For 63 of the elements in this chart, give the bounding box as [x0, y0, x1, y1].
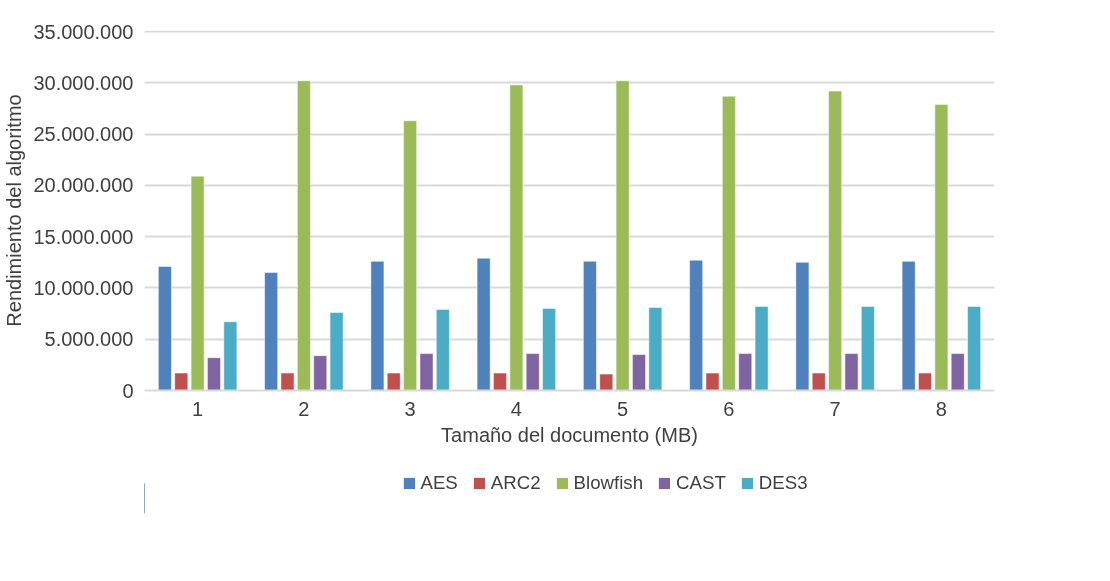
bar — [599, 373, 614, 391]
bar — [967, 306, 981, 391]
bar — [419, 353, 434, 391]
bar — [844, 353, 859, 391]
y-tick-label: 15.000.000 — [33, 225, 134, 248]
x-axis-title: Tamaño del documento (MB) — [441, 423, 698, 446]
x-tick-label: 5 — [617, 397, 629, 420]
y-tick-label: 10.000.000 — [33, 276, 134, 299]
bar — [329, 312, 344, 391]
bar — [207, 357, 221, 391]
bar — [722, 95, 736, 391]
bar — [313, 355, 328, 391]
bar — [648, 307, 663, 391]
bar — [934, 104, 949, 391]
x-tick-label: 6 — [723, 397, 735, 420]
bar — [280, 372, 295, 391]
bar — [950, 353, 965, 391]
bar — [861, 306, 875, 391]
x-tick-label: 8 — [935, 397, 947, 420]
bar — [174, 372, 189, 391]
bar — [828, 90, 842, 391]
legend-label: DES3 — [758, 472, 808, 494]
bar — [509, 84, 524, 391]
bar — [738, 353, 753, 391]
x-tick-label: 7 — [829, 397, 841, 420]
bar — [795, 262, 810, 391]
bar — [264, 272, 278, 391]
bar — [386, 372, 401, 391]
legend-label: ARC2 — [490, 472, 541, 494]
bar — [754, 306, 769, 391]
bar — [525, 353, 540, 391]
bar — [918, 372, 932, 391]
bar — [811, 372, 826, 391]
y-tick-label: 25.000.000 — [33, 123, 134, 146]
legend-label: AES — [420, 472, 458, 494]
bar — [542, 308, 556, 391]
bar — [583, 261, 597, 391]
bar — [158, 266, 172, 391]
x-tick-label: 1 — [192, 397, 204, 420]
bar — [190, 175, 205, 391]
bar — [370, 261, 385, 391]
bar — [403, 120, 417, 391]
y-tick-label: 20.000.000 — [33, 174, 134, 197]
bar — [297, 80, 311, 391]
legend-label: Blowfish — [573, 472, 644, 494]
y-tick-label: 30.000.000 — [33, 71, 134, 94]
y-tick-label: 35.000.000 — [33, 20, 134, 43]
bar — [632, 354, 646, 391]
x-tick-label: 4 — [510, 397, 522, 420]
x-tick-label: 2 — [298, 397, 310, 420]
bar — [689, 260, 703, 391]
y-tick-label: 0 — [122, 379, 134, 402]
y-axis-title: Rendimiento del algoritmo — [3, 94, 26, 327]
bar — [493, 372, 507, 391]
bar — [705, 372, 720, 391]
bar — [223, 321, 238, 391]
bar — [615, 80, 630, 391]
x-tick-label: 3 — [404, 397, 416, 420]
bar — [436, 309, 450, 391]
legend-label: CAST — [676, 472, 726, 494]
bar — [476, 257, 491, 391]
y-tick-label: 5.000.000 — [44, 328, 134, 351]
bar — [901, 261, 916, 391]
